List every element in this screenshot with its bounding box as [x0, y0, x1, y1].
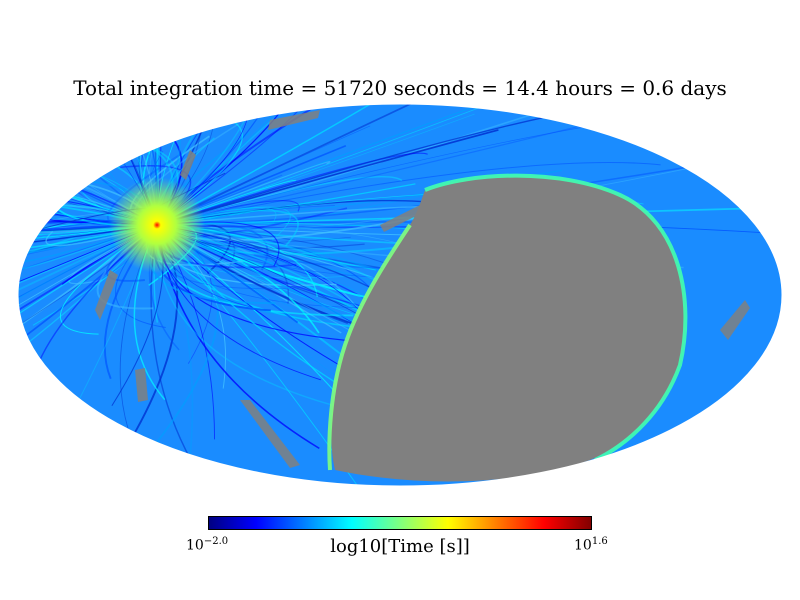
scan-streak	[156, 161, 661, 226]
scan-streak	[18, 224, 158, 245]
coverage-gaps	[95, 110, 750, 468]
scan-streak	[18, 224, 158, 444]
scan-streak	[18, 104, 158, 226]
map-title: Total integration time = 51720 seconds =…	[73, 76, 727, 100]
high-exposure-pole	[109, 177, 205, 273]
scan-streak	[18, 224, 158, 419]
scan-streak	[18, 168, 158, 226]
colorbar-min-label: 10−2.0	[186, 536, 229, 554]
scan-streak	[156, 115, 550, 226]
scan-streak	[18, 224, 158, 358]
scan-streak	[18, 224, 158, 411]
scan-streak	[156, 104, 353, 226]
scan-streak	[18, 104, 158, 226]
scan-streak	[18, 224, 158, 262]
scan-streak	[18, 224, 158, 267]
boundary-rim-west	[327, 223, 412, 471]
scan-streak	[156, 199, 446, 226]
colorbar-max-label: 101.6	[574, 536, 608, 554]
scan-streak	[156, 104, 539, 226]
boundary-rim	[424, 173, 688, 462]
colorbar	[208, 516, 592, 530]
scan-streak	[18, 104, 158, 226]
scan-streak	[156, 104, 417, 226]
scan-streak	[156, 104, 607, 226]
scan-streak	[156, 129, 499, 226]
unobserved-region	[331, 175, 686, 482]
scan-streak	[18, 224, 158, 442]
colorbar-label: log10[Time [s]]	[330, 536, 470, 557]
scan-streak	[18, 104, 158, 226]
scan-streak	[18, 104, 158, 226]
colorbar-fill	[208, 516, 592, 530]
scan-streak	[18, 224, 158, 254]
scan-streak	[18, 110, 158, 226]
scan-streak	[156, 152, 428, 226]
scan-streak	[18, 224, 158, 241]
scan-streak	[18, 104, 158, 226]
scan-streak	[18, 224, 158, 266]
scan-streak	[18, 224, 158, 480]
map-body	[18, 104, 782, 486]
scan-streak	[156, 104, 311, 226]
